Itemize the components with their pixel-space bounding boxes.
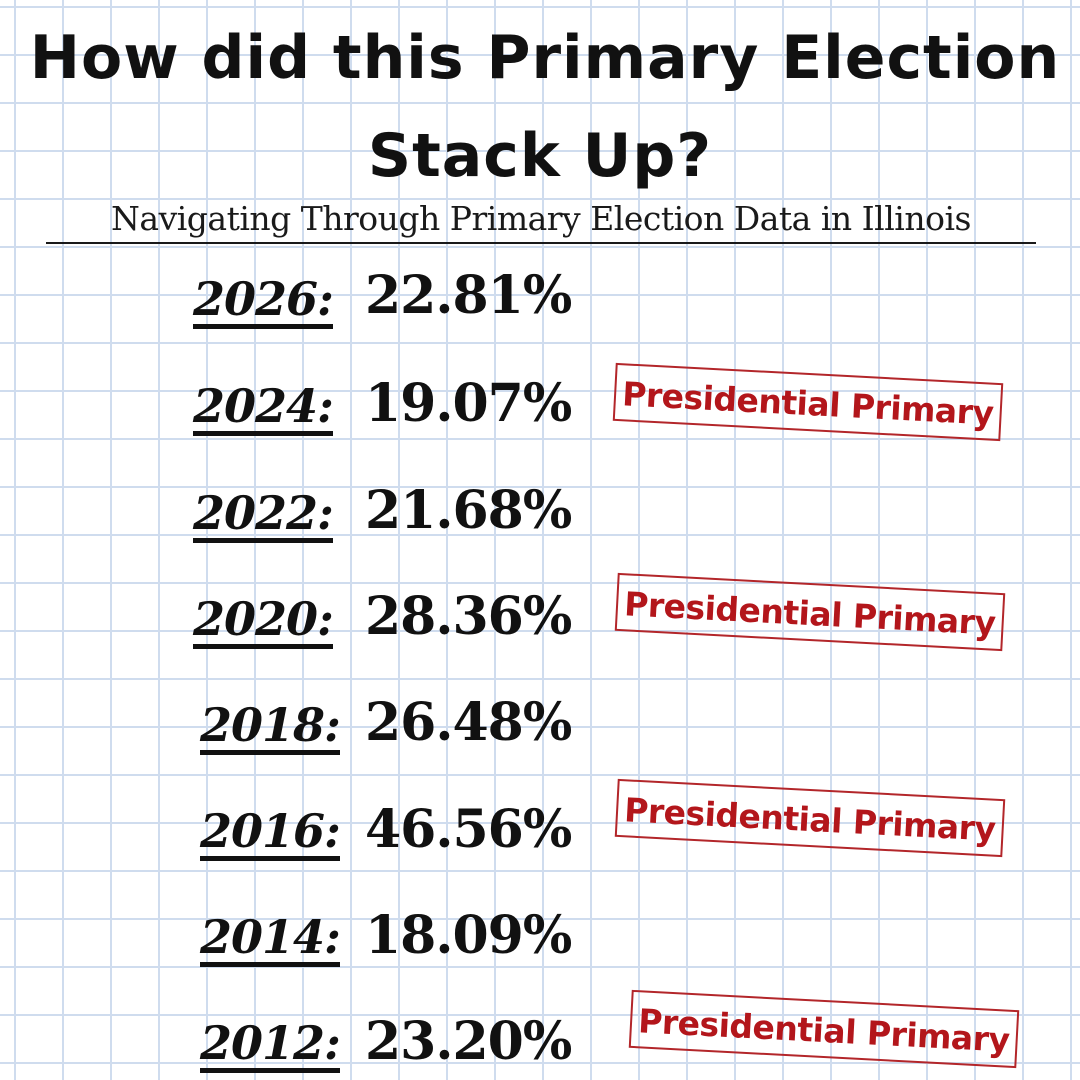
year-label-2012: 2012:	[200, 1020, 341, 1073]
turnout-value-2026: 22.81%	[365, 265, 572, 326]
turnout-value-2020: 28.36%	[365, 586, 572, 647]
subtitle: Navigating Through Primary Election Data…	[46, 200, 1036, 244]
turnout-value-2024: 19.07%	[365, 373, 572, 434]
turnout-value-2018: 26.48%	[365, 692, 572, 753]
year-label-2018: 2018:	[200, 702, 341, 755]
turnout-value-2016: 46.56%	[365, 799, 572, 860]
year-label-2024: 2024:	[193, 383, 334, 436]
turnout-value-2022: 21.68%	[365, 480, 572, 541]
year-label-2020: 2020:	[193, 596, 334, 649]
year-label-2022: 2022:	[193, 490, 334, 543]
year-label-2026: 2026:	[193, 276, 334, 329]
presidential-primary-stamp-2020: Presidential Primary	[614, 572, 1006, 652]
presidential-primary-stamp-2012: Presidential Primary	[628, 989, 1020, 1069]
presidential-primary-stamp-2016: Presidential Primary	[614, 778, 1006, 858]
title-line-2: Stack Up?	[367, 121, 713, 191]
presidential-primary-stamp-2024: Presidential Primary	[612, 362, 1004, 442]
title-line-1: How did this Primary Election	[29, 23, 1061, 93]
year-label-2016: 2016:	[200, 808, 341, 861]
turnout-value-2014: 18.09%	[365, 905, 572, 966]
turnout-value-2012: 23.20%	[365, 1011, 572, 1072]
year-label-2014: 2014:	[200, 914, 341, 967]
